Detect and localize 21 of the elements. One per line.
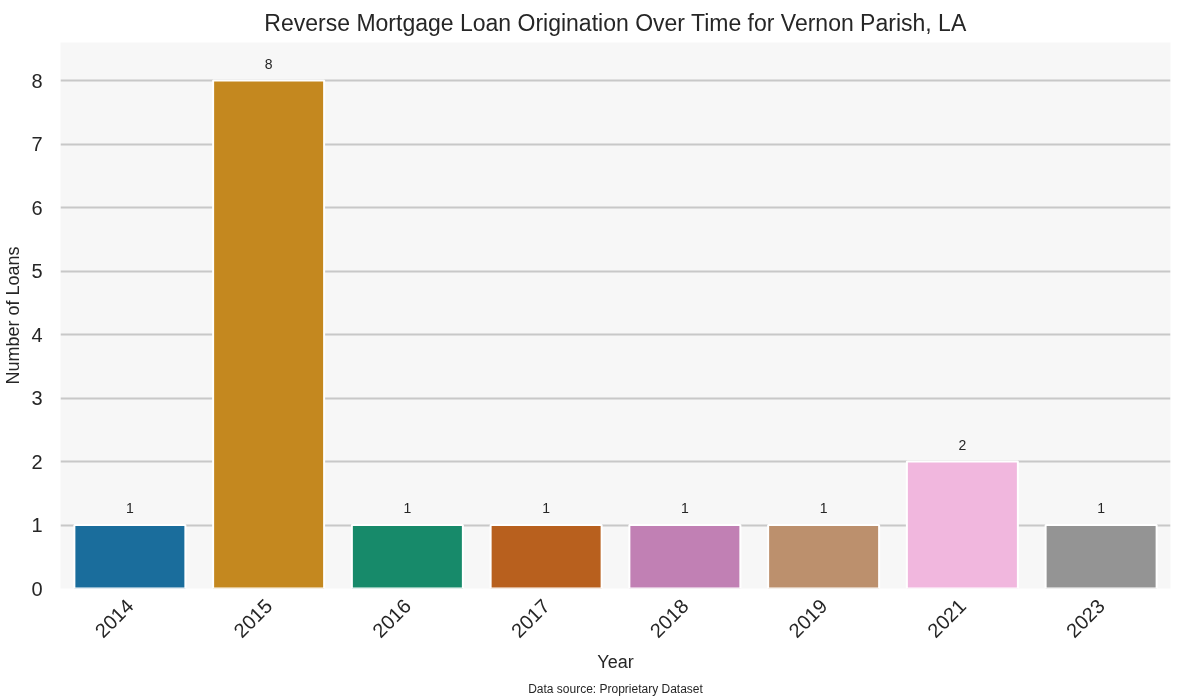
- y-tick-label: 1: [31, 514, 43, 537]
- data-label: 1: [819, 500, 828, 517]
- data-label: 1: [403, 500, 412, 517]
- data-label: 1: [680, 500, 689, 517]
- y-tick-label: 2: [31, 450, 43, 473]
- y-axis-title: Number of Loans: [3, 246, 24, 385]
- x-axis-title: Year: [597, 651, 634, 672]
- data-label: 1: [542, 500, 551, 517]
- y-tick-label: 8: [31, 69, 43, 92]
- data-label: 1: [125, 500, 134, 517]
- data-label: 1: [1097, 500, 1106, 517]
- y-tick-label: 5: [31, 260, 43, 283]
- y-tick-label: 0: [31, 577, 43, 600]
- y-tick-label: 7: [31, 133, 43, 156]
- y-tick-label: 6: [31, 196, 43, 219]
- y-tick-label: 3: [31, 387, 43, 410]
- chart-title: Reverse Mortgage Loan Origination Over Time for Vernon Parish, LA: [264, 9, 967, 36]
- source-note: Data source: Proprietary Dataset: [528, 681, 704, 696]
- data-label: 8: [264, 55, 273, 72]
- data-label: 2: [958, 436, 967, 453]
- y-tick-label: 4: [31, 323, 43, 346]
